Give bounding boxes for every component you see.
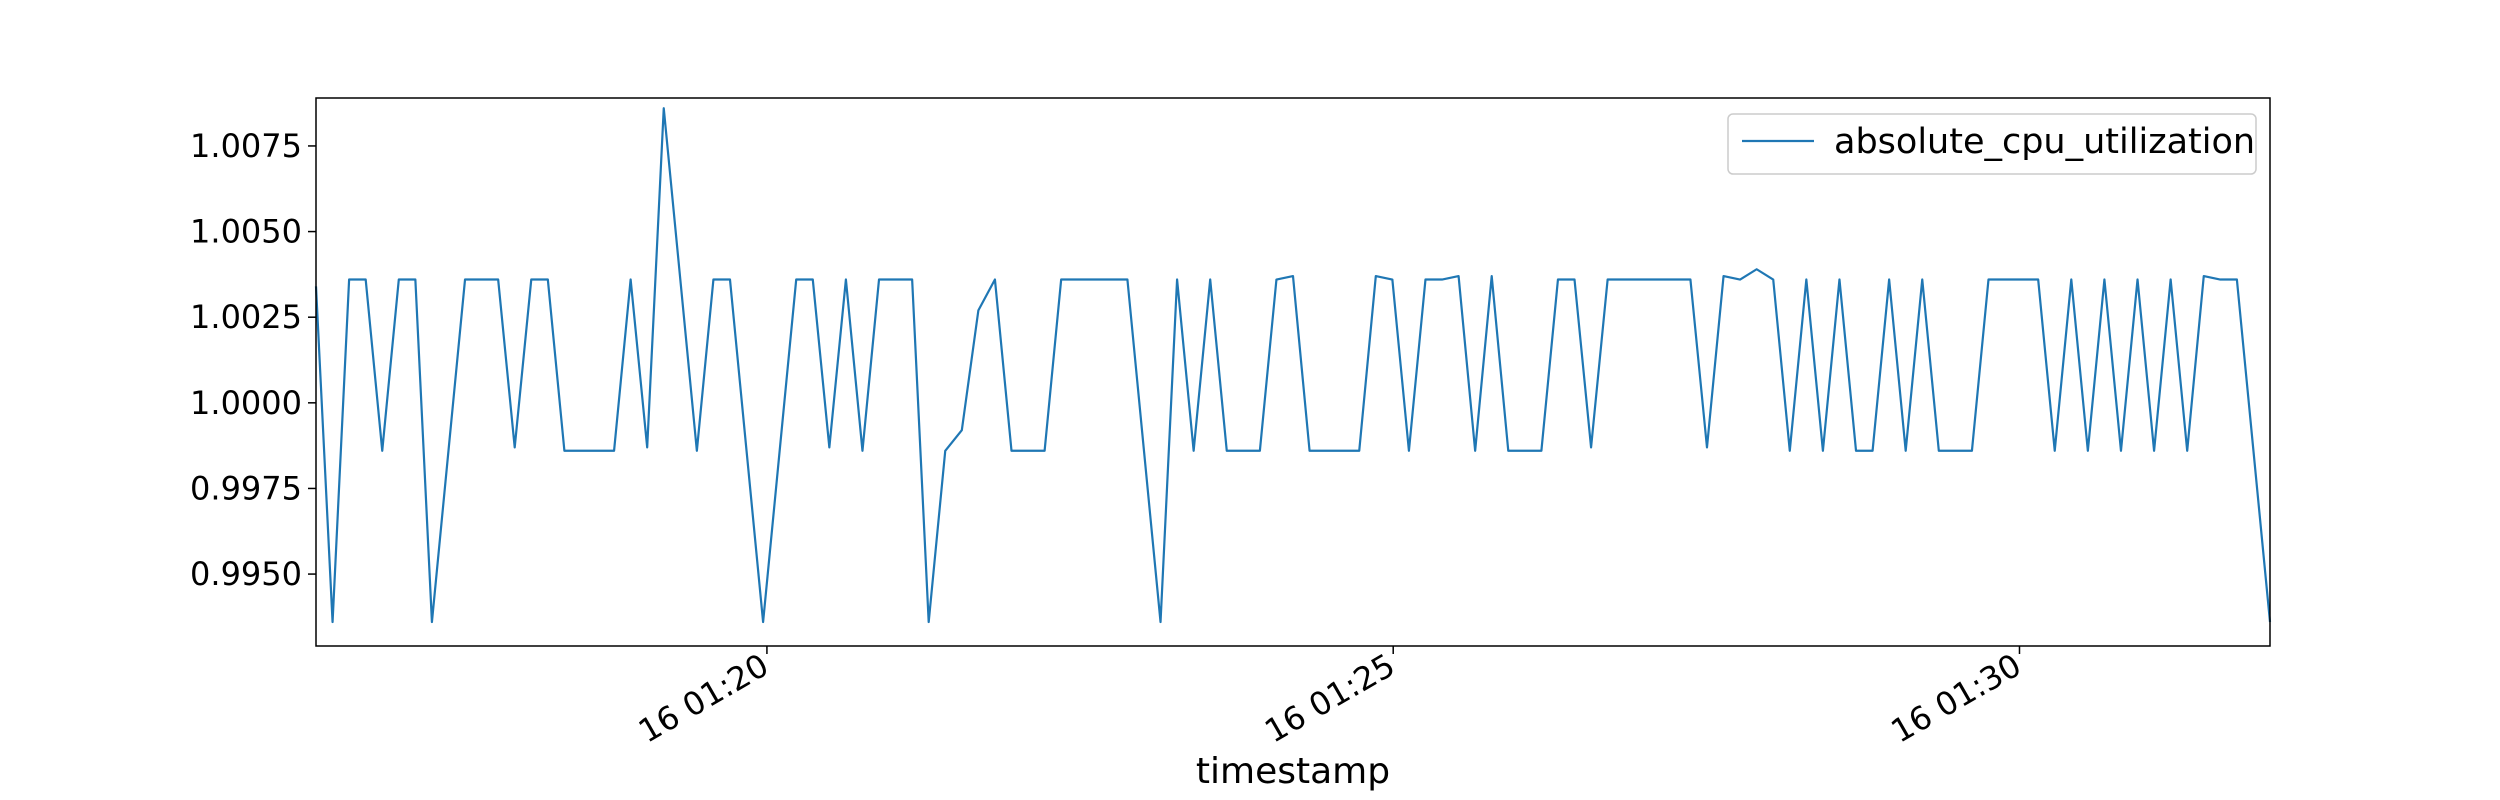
y-tick-label: 1.0050 xyxy=(190,213,302,251)
y-tick-label: 0.9950 xyxy=(190,555,302,593)
x-tick-label: 16 01:20 xyxy=(632,646,775,750)
legend-box xyxy=(1727,113,2257,175)
y-tick-label: 1.0000 xyxy=(190,384,302,422)
legend: absolute_cpu_utilization xyxy=(1727,113,2257,175)
series-line xyxy=(314,107,2272,624)
x-tick-label: 16 01:30 xyxy=(1885,646,2028,750)
y-tick-label: 1.0075 xyxy=(190,127,302,165)
y-tick-label: 0.9975 xyxy=(190,469,302,507)
y-tick-label: 1.0025 xyxy=(190,298,302,336)
legend-label: absolute_cpu_utilization xyxy=(1834,122,2255,162)
plot-frame xyxy=(315,97,2271,647)
x-axis-ticks: 16 01:20 16 01:25 16 01:30 xyxy=(632,646,2028,750)
y-axis-ticks: 0.9950 0.9975 1.0000 1.0025 1.0050 1.0075 xyxy=(190,127,316,593)
x-axis-label: timestamp xyxy=(1196,751,1390,792)
plot-area xyxy=(316,98,2270,646)
x-tick-label: 16 01:25 xyxy=(1258,646,1401,750)
